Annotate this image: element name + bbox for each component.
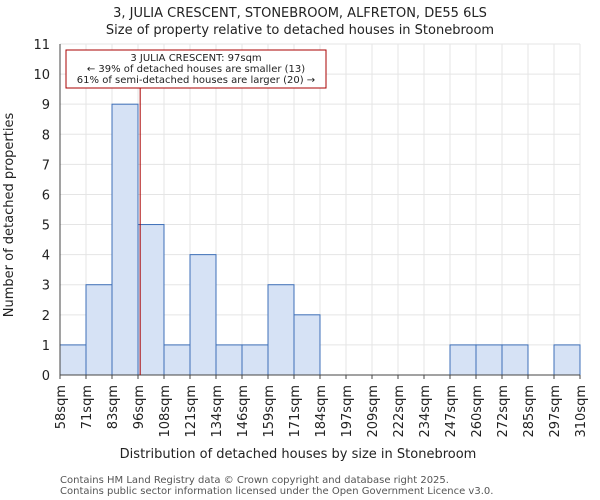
x-tick-label: 83sqm [106,385,121,429]
y-axis-label: Number of detached properties [2,113,17,318]
footer-licence: Contains public sector information licen… [60,486,493,497]
bar-83sqm [111,103,139,376]
annotation-frame [65,49,327,89]
annotation-line-3: 61% of semi-detached houses are larger (… [77,75,315,86]
x-tick-label: 121sqm [184,385,199,438]
x-tick-label: 272sqm [496,385,511,438]
bar-146sqm [241,344,269,376]
x-tick-label: 260sqm [470,385,485,438]
bar-108sqm [163,344,191,376]
x-tick-label: 71sqm [80,385,95,429]
x-tick-label: 209sqm [366,385,381,438]
bar-297sqm [553,344,581,376]
x-tick-label: 247sqm [444,385,459,438]
x-tick-label: 285sqm [522,385,537,438]
y-tick-labels: 0 1 2 3 4 5 6 7 8 9 10 11 [33,38,50,384]
chart-title: 3, JULIA CRESCENT, STONEBROOM, ALFRETON,… [113,6,487,21]
y-tick-label: 7 [42,158,50,173]
x-tick-label: 58sqm [54,385,69,429]
y-tick-label: 10 [33,68,50,83]
y-tick-label: 11 [33,38,50,53]
footer-copyright: Contains HM Land Registry data © Crown c… [60,475,449,486]
bar-159sqm [267,284,295,376]
y-tick-label: 9 [42,98,50,113]
annotation-line-1: 3 JULIA CRESCENT: 97sqm [130,53,261,64]
bar-171sqm [293,314,321,376]
bar-134sqm [215,344,243,376]
bar-96sqm [137,224,165,376]
bar-247sqm [449,344,477,376]
x-tick-label: 146sqm [236,385,251,438]
bar-58sqm [59,344,87,376]
x-tick-label: 184sqm [314,385,329,438]
bar-260sqm [475,344,503,376]
bar-272sqm [501,344,529,376]
y-tick-label: 1 [42,339,50,354]
chart-subtitle: Size of property relative to detached ho… [106,23,494,38]
y-tick-label: 4 [42,249,50,264]
y-tick-label: 6 [42,188,50,203]
x-tick-label: 108sqm [158,385,173,438]
x-tick-label: 134sqm [210,385,225,438]
x-tick-label: 310sqm [574,385,589,438]
x-tick-label: 159sqm [262,385,277,438]
y-tick-label: 8 [42,128,50,143]
y-tick-label: 5 [42,219,50,234]
x-tick-label: 297sqm [548,385,563,438]
x-tick-label: 197sqm [340,385,355,438]
y-tick-label: 3 [42,279,50,294]
x-axis-label: Distribution of detached houses by size … [120,447,477,462]
x-tick-labels: 58sqm 71sqm 83sqm 96sqm 108sqm 121sqm 134sqm 14… [54,385,589,438]
x-tick-label: 96sqm [132,385,147,429]
y-tick-label: 2 [42,309,50,324]
axes [59,44,581,379]
x-tick-label: 171sqm [288,385,303,438]
bar-121sqm [189,254,217,376]
bars [59,103,581,376]
annotation-line-2: ← 39% of detached houses are smaller (13… [87,64,305,75]
annotation-box: 3 JULIA CRESCENT: 97sqm ← 39% of detache… [65,49,327,89]
x-tick-label: 222sqm [392,385,407,438]
y-tick-label: 0 [42,369,50,384]
x-tick-label: 234sqm [418,385,433,438]
bar-71sqm [85,284,113,376]
